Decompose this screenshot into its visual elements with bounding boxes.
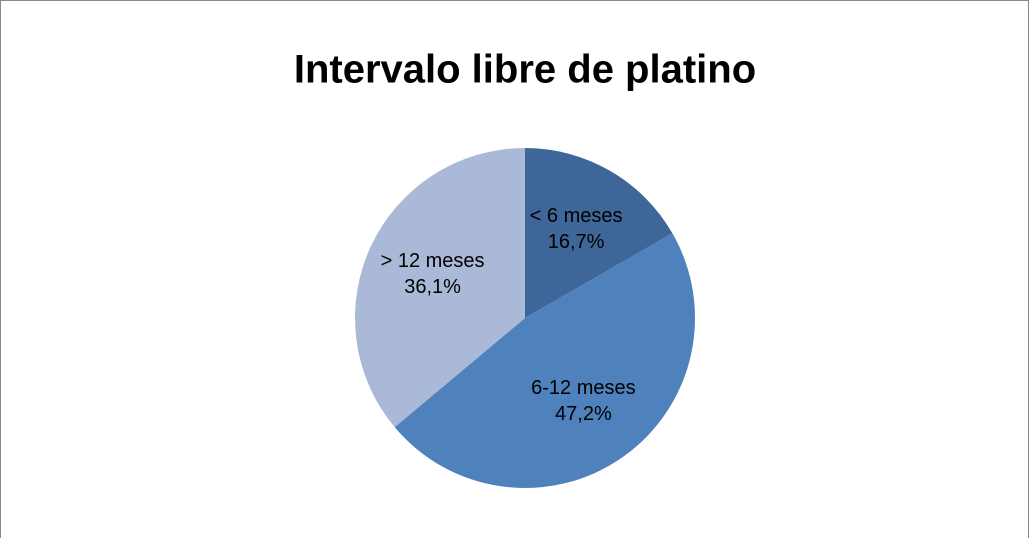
slice-category-label: 6-12 meses (531, 377, 636, 399)
pie-slice (355, 148, 525, 428)
slice-category-label: < 6 meses (530, 205, 623, 227)
slice-value-label: 47,2% (555, 403, 612, 425)
slice-value-label: 36,1% (404, 276, 461, 298)
pie-slice (394, 233, 696, 489)
pie-slice (525, 148, 673, 318)
slice-category-label: > 12 meses (381, 250, 485, 272)
slice-value-label: 16,7% (548, 231, 605, 253)
chart-title: Intervalo libre de platino (294, 48, 756, 92)
